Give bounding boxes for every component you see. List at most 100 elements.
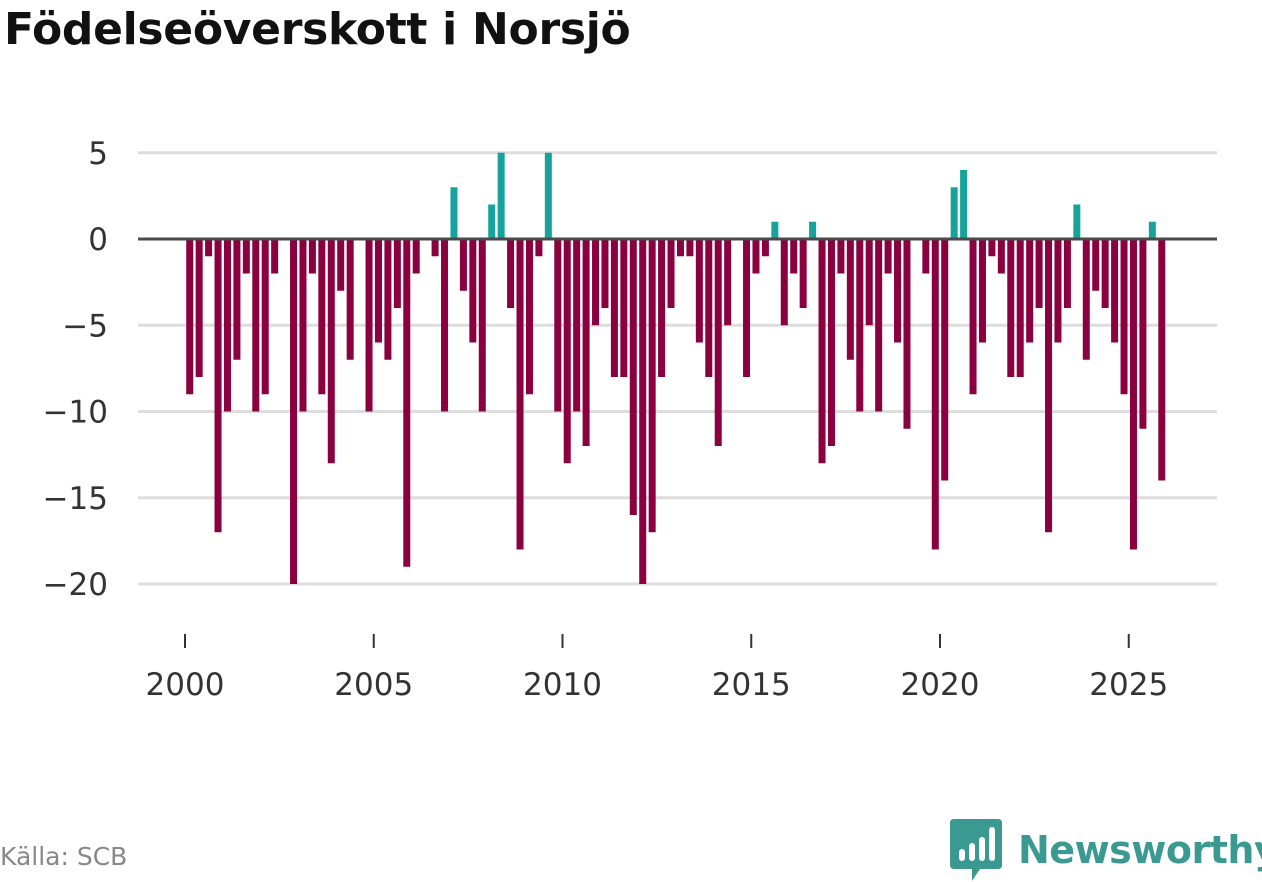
bar xyxy=(761,239,769,257)
bar xyxy=(393,239,401,308)
bar xyxy=(875,239,883,412)
bar xyxy=(960,170,968,239)
bar xyxy=(903,239,911,429)
bar xyxy=(374,239,382,343)
bar xyxy=(686,239,694,257)
bar xyxy=(884,239,892,274)
bar xyxy=(412,239,420,274)
bar xyxy=(186,239,194,395)
bar xyxy=(497,152,505,239)
x-tick-label: 2025 xyxy=(1089,667,1168,703)
bar xyxy=(290,239,298,584)
y-axis: 5 0 −5 −10 −15 −20 xyxy=(43,136,108,603)
bar xyxy=(988,239,996,257)
newsworthy-logo-icon xyxy=(950,819,1002,881)
bar xyxy=(346,239,354,360)
bar xyxy=(1129,239,1137,550)
bar xyxy=(601,239,609,308)
bar xyxy=(582,239,590,446)
bar xyxy=(469,239,477,343)
bar xyxy=(676,239,684,257)
bar xyxy=(997,239,1005,274)
y-tick-label: −20 xyxy=(43,567,108,603)
bar xyxy=(705,239,713,377)
bar xyxy=(752,239,760,274)
bar xyxy=(922,239,930,274)
bar xyxy=(1092,239,1100,291)
bar xyxy=(894,239,902,343)
bar xyxy=(941,239,949,481)
x-tick-label: 2015 xyxy=(712,667,791,703)
bar xyxy=(1120,239,1128,395)
bar xyxy=(563,239,571,464)
bar xyxy=(1073,204,1081,239)
bar xyxy=(620,239,628,377)
bar xyxy=(507,239,515,308)
bar xyxy=(223,239,231,412)
bar xyxy=(827,239,835,446)
y-tick-label: 0 xyxy=(88,222,108,258)
bar xyxy=(516,239,524,550)
bar xyxy=(658,239,666,377)
bar xyxy=(1082,239,1090,360)
bar xyxy=(299,239,307,412)
x-tick-label: 2010 xyxy=(523,667,602,703)
chart-title: Födelseöverskott i Norsjö xyxy=(4,4,631,55)
bar xyxy=(1035,239,1043,308)
bar xyxy=(525,239,533,395)
bar xyxy=(488,204,496,239)
bar xyxy=(667,239,675,308)
bar xyxy=(978,239,986,343)
bar xyxy=(818,239,826,464)
bar xyxy=(1111,239,1119,343)
bar xyxy=(714,239,722,446)
bar xyxy=(308,239,316,274)
bar xyxy=(327,239,335,464)
bar xyxy=(1016,239,1024,377)
bar xyxy=(441,239,449,412)
x-axis: 2000 2005 2010 2015 2020 2025 xyxy=(146,634,1168,703)
bar xyxy=(648,239,656,533)
bar xyxy=(214,239,222,533)
bar xyxy=(724,239,732,326)
bar xyxy=(846,239,854,360)
bar xyxy=(233,239,241,360)
bar xyxy=(1026,239,1034,343)
bar xyxy=(837,239,845,274)
y-tick-label: −10 xyxy=(43,395,108,431)
bar xyxy=(629,239,637,515)
bar xyxy=(610,239,618,377)
bar xyxy=(195,239,203,377)
bar xyxy=(1101,239,1109,308)
bar xyxy=(1054,239,1062,343)
bar xyxy=(780,239,788,326)
gridlines xyxy=(138,151,1217,586)
brand-logo[interactable]: Newsworthy xyxy=(950,818,1262,882)
bar xyxy=(799,239,807,308)
bar xyxy=(205,239,213,257)
bar xyxy=(1148,221,1156,239)
y-tick-label: 5 xyxy=(88,136,108,172)
bar xyxy=(1045,239,1053,533)
bar xyxy=(535,239,543,257)
bar xyxy=(573,239,581,412)
bar xyxy=(318,239,326,395)
bar xyxy=(592,239,600,326)
y-tick-label: −5 xyxy=(62,308,108,344)
bar xyxy=(384,239,392,360)
bar xyxy=(403,239,411,567)
brand-name: Newsworthy xyxy=(1018,828,1262,872)
x-tick-label: 2000 xyxy=(146,667,225,703)
bar xyxy=(1063,239,1071,308)
bar xyxy=(337,239,345,291)
bar xyxy=(365,239,373,412)
source-note: Källa: SCB xyxy=(0,842,128,871)
bar xyxy=(743,239,751,377)
bar xyxy=(695,239,703,343)
bar xyxy=(969,239,977,395)
bars xyxy=(186,152,1166,584)
x-tick-label: 2020 xyxy=(901,667,980,703)
bar xyxy=(252,239,260,412)
bar xyxy=(431,239,439,257)
